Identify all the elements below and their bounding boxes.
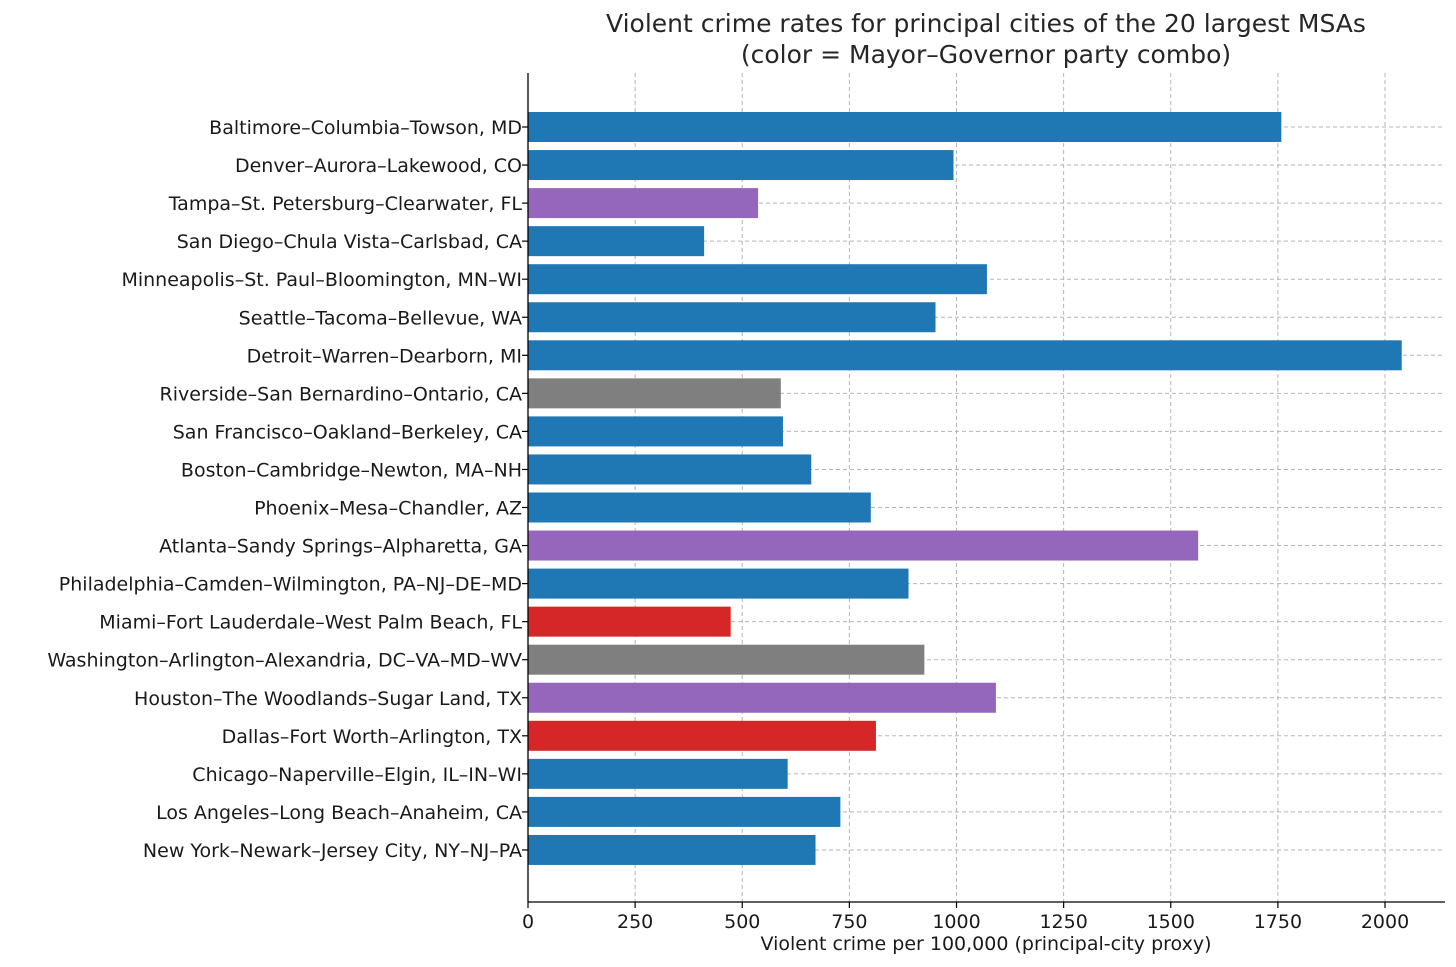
bar — [528, 834, 816, 865]
y-tick-label: Washington–Arlington–Alexandria, DC–VA–M… — [47, 650, 522, 672]
bar — [528, 150, 954, 181]
y-tick-label: San Diego–Chula Vista–Carlsbad, CA — [177, 231, 522, 253]
y-tick-label: Minneapolis–St. Paul–Bloomington, MN–WI — [121, 269, 522, 291]
bar-layer — [528, 112, 1402, 865]
bar — [528, 530, 1199, 561]
x-tick-label: 0 — [522, 911, 534, 933]
bar — [528, 416, 783, 447]
bar — [528, 378, 781, 409]
y-tick-label: Boston–Cambridge–Newton, MA–NH — [181, 459, 522, 481]
x-tick-label: 1000 — [932, 911, 980, 933]
bar — [528, 226, 705, 257]
y-tick-label: Chicago–Naperville–Elgin, IL–IN–WI — [192, 764, 522, 786]
y-tick-label: Seattle–Tacoma–Bellevue, WA — [239, 307, 522, 329]
y-tick-label: Detroit–Warren–Dearborn, MI — [247, 345, 522, 367]
y-tick-label: New York–Newark–Jersey City, NY–NJ–PA — [143, 840, 522, 862]
bar — [528, 568, 909, 599]
y-tick-label: Denver–Aurora–Lakewood, CO — [235, 155, 522, 177]
bar — [528, 606, 731, 637]
x-tick-labels: 0 250 500 750 1000 1250 1500 1750 2000 — [522, 902, 1409, 933]
y-tick-label: Phoenix–Mesa–Chandler, AZ — [254, 498, 522, 520]
bar — [528, 112, 1282, 142]
x-tick-label: 250 — [617, 911, 653, 933]
x-tick-label: 750 — [831, 911, 867, 933]
bar — [528, 796, 841, 827]
y-tick-label: Baltimore–Columbia–Towson, MD — [209, 117, 522, 139]
bar — [528, 682, 996, 713]
bar — [528, 454, 812, 485]
bar — [528, 264, 987, 295]
chart-subtitle: (color = Mayor–Governor party combo) — [741, 40, 1231, 69]
bar — [528, 188, 759, 219]
y-tick-label: Tampa–St. Petersburg–Clearwater, FL — [168, 193, 523, 215]
grid-layer — [527, 73, 1445, 902]
chart-title: Violent crime rates for principal cities… — [606, 9, 1366, 38]
y-tick-label: Houston–The Woodlands–Sugar Land, TX — [134, 688, 522, 710]
bar — [528, 302, 936, 333]
axis-layer — [527, 73, 1445, 903]
y-tick-label: Dallas–Fort Worth–Arlington, TX — [222, 726, 522, 748]
y-tick-label: Riverside–San Bernardino–Ontario, CA — [160, 383, 522, 405]
y-tick-labels: Baltimore–Columbia–Towson, MD Denver–Auro… — [47, 117, 528, 862]
bar — [528, 492, 871, 523]
x-axis-label: Violent crime per 100,000 (principal-cit… — [761, 933, 1212, 955]
bar — [528, 720, 876, 751]
bar — [528, 758, 788, 789]
y-tick-label: Philadelphia–Camden–Wilmington, PA–NJ–DE… — [59, 574, 522, 596]
x-tick-label: 1750 — [1254, 911, 1302, 933]
x-tick-label: 1500 — [1147, 911, 1195, 933]
bar — [528, 644, 925, 675]
y-tick-label: Miami–Fort Lauderdale–West Palm Beach, F… — [99, 612, 522, 634]
x-tick-label: 1250 — [1039, 911, 1087, 933]
y-tick-label: Atlanta–Sandy Springs–Alpharetta, GA — [159, 536, 522, 558]
bar — [528, 340, 1402, 371]
y-tick-label: Los Angeles–Long Beach–Anaheim, CA — [156, 802, 522, 824]
y-tick-label: San Francisco–Oakland–Berkeley, CA — [173, 421, 522, 443]
x-tick-label: 2000 — [1361, 911, 1409, 933]
x-tick-label: 500 — [724, 911, 760, 933]
